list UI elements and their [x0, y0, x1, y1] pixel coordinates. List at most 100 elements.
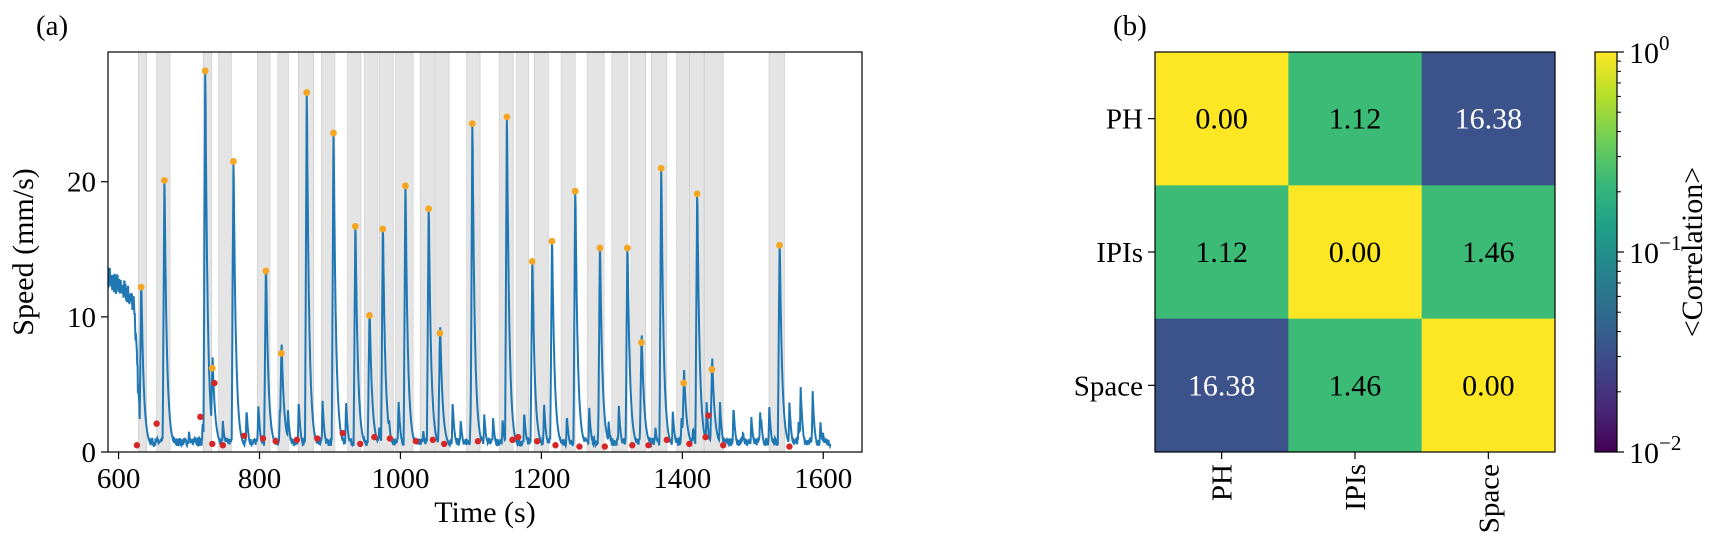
trough-marker-15 — [412, 437, 420, 445]
trough-marker-29 — [702, 433, 709, 441]
trough-marker-4 — [211, 379, 218, 387]
trough-marker-12 — [357, 440, 364, 448]
trough-marker-18 — [474, 437, 482, 445]
colorbar-tick-label: 100 — [1629, 31, 1670, 70]
peak-marker-9 — [351, 222, 359, 230]
shaded-interval-5 — [277, 52, 289, 452]
x-tick-label: 1000 — [371, 463, 429, 495]
trough-marker-17 — [440, 440, 448, 448]
trough-marker-13 — [371, 433, 378, 441]
shaded-interval-26 — [768, 52, 785, 452]
peak-marker-2 — [201, 67, 209, 75]
peak-marker-11 — [379, 225, 387, 233]
heatmap-col-labels: PH IPIs Space — [1207, 452, 1505, 533]
peak-marker-5 — [262, 267, 270, 275]
trough-marker-20 — [514, 433, 522, 441]
heatmap-cell-1-1 — [1288, 185, 1423, 320]
trough-marker-0 — [133, 442, 141, 449]
colorbar-gradient — [1594, 51, 1618, 453]
trough-marker-3 — [209, 440, 216, 448]
speed-line — [108, 70, 832, 450]
peak-marker-17 — [528, 258, 536, 265]
trough-marker-28 — [686, 440, 693, 448]
peak-marker-4 — [230, 158, 237, 165]
panel-label-a: (a) — [36, 10, 68, 42]
speed-time-series-panel: (a) 600 800 1000 1200 1400 1600 0 10 20 Time (s… — [7, 10, 863, 529]
colorbar-tick-label: 10−2 — [1629, 431, 1681, 470]
col-label: IPIs — [1340, 464, 1372, 511]
heatmap-cell-2-0 — [1155, 318, 1289, 453]
y-tick-label: 0 — [82, 437, 97, 469]
heatmap-cell-0-0 — [1155, 52, 1289, 186]
shaded-interval-9 — [364, 52, 379, 452]
colorbar-label: <Correlation> — [1676, 167, 1709, 337]
peak-marker-25 — [693, 190, 701, 198]
heatmap-cell-value: 16.38 — [1455, 103, 1523, 136]
heatmap-cell-value: 1.46 — [1329, 369, 1382, 402]
trough-marker-27 — [663, 436, 671, 444]
colorbar-tick-label: 10−1 — [1629, 231, 1681, 270]
row-label: IPIs — [1096, 237, 1143, 269]
peak-marker-15 — [468, 120, 476, 128]
peak-marker-23 — [657, 164, 665, 172]
row-label: PH — [1106, 104, 1143, 136]
peak-marker-0 — [137, 283, 145, 291]
y-axis-label: Speed (mm/s) — [7, 168, 40, 335]
peak-marker-7 — [303, 89, 311, 96]
trough-marker-32 — [786, 443, 793, 450]
x-axis-label: Time (s) — [434, 496, 535, 529]
trough-marker-11 — [339, 429, 346, 437]
heatmap-cell-value: 1.12 — [1195, 236, 1248, 269]
shaded-interval-16 — [516, 52, 529, 452]
colorbar-ticks: 100 10−1 10−2 — [1617, 31, 1681, 470]
shaded-interval-25 — [703, 52, 724, 452]
peak-marker-12 — [401, 182, 409, 190]
peak-marker-24 — [680, 379, 688, 387]
trough-marker-9 — [293, 436, 301, 444]
heatmap-cells: 0.00 1.12 16.38 1.12 0.00 1.46 16.38 1.46 0.00 — [1155, 52, 1556, 453]
peak-markers — [137, 67, 783, 387]
trough-marker-23 — [576, 443, 583, 450]
y-axis-ticks: 0 10 20 — [67, 167, 108, 469]
trough-marker-5 — [219, 442, 227, 449]
peak-marker-20 — [596, 244, 604, 252]
y-tick-label: 20 — [67, 167, 96, 199]
peak-marker-22 — [638, 339, 645, 346]
peak-marker-21 — [623, 244, 631, 252]
heatmap-cell-value: 0.00 — [1329, 236, 1382, 269]
x-axis-ticks: 600 800 1000 1200 1400 1600 — [97, 452, 852, 495]
heatmap-cell-2-2 — [1421, 318, 1556, 453]
peak-marker-6 — [277, 349, 285, 357]
y-tick-label: 10 — [67, 302, 96, 334]
trough-marker-26 — [645, 442, 652, 449]
heatmap-cell-1-2 — [1421, 185, 1556, 320]
x-tick-label: 800 — [238, 463, 282, 495]
trough-marker-1 — [153, 420, 160, 427]
peak-marker-3 — [208, 364, 216, 372]
x-tick-label: 600 — [97, 463, 141, 495]
peak-marker-13 — [425, 205, 433, 213]
trough-marker-22 — [552, 442, 559, 449]
peak-marker-14 — [436, 329, 444, 337]
trough-marker-6 — [240, 432, 248, 439]
heatmap-row-labels: PH IPIs Space — [1074, 104, 1155, 402]
heatmap-cell-0-2 — [1421, 52, 1556, 186]
peak-marker-26 — [708, 366, 716, 373]
x-tick-label: 1600 — [794, 463, 852, 495]
trough-marker-30 — [705, 412, 712, 419]
trough-marker-24 — [601, 443, 608, 450]
col-label: PH — [1207, 464, 1239, 501]
heatmap-cell-1-0 — [1155, 185, 1289, 320]
peak-marker-8 — [330, 129, 337, 137]
panel-label-b: (b) — [1113, 10, 1147, 42]
peak-marker-18 — [548, 237, 556, 245]
shaded-interval-20 — [611, 52, 628, 452]
row-label: Space — [1074, 370, 1143, 402]
trough-marker-2 — [197, 413, 204, 421]
peak-marker-1 — [160, 176, 168, 184]
trough-marker-21 — [533, 437, 541, 445]
x-tick-label: 1200 — [512, 463, 570, 495]
col-label: Space — [1473, 464, 1505, 533]
